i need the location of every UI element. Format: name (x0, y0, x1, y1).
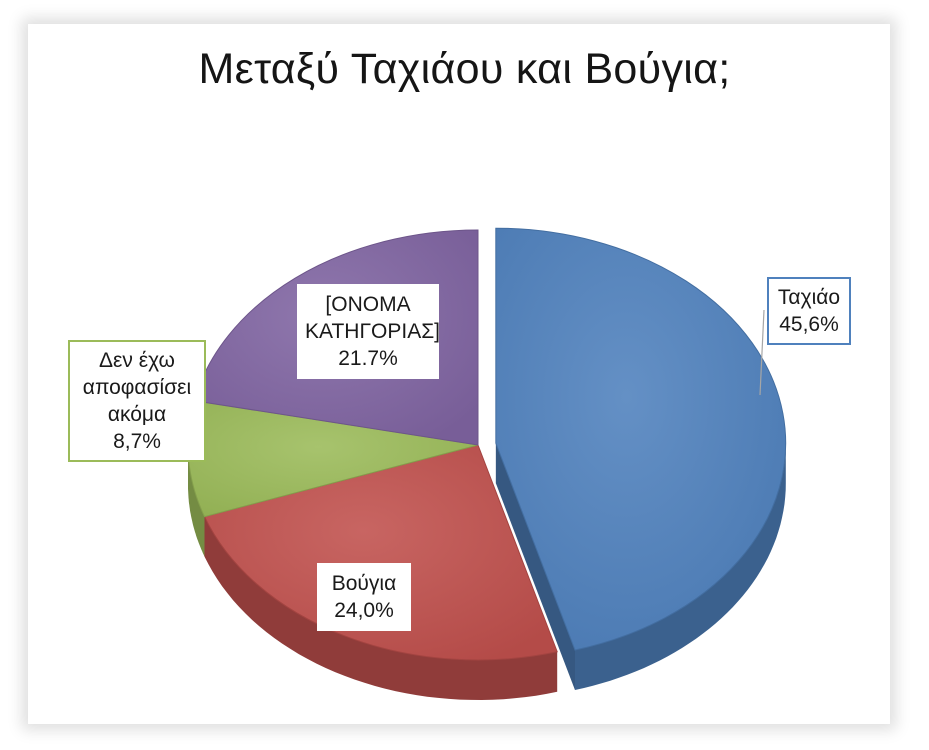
chart-title: Μεταξύ Ταχιάου και Βούγια; (198, 45, 731, 93)
pie-slice-side-0 (575, 443, 786, 690)
data-label-vougia-value: 24,0% (334, 599, 394, 622)
pie-slice-βούγια (203, 444, 558, 661)
data-label-vougia-name: Βούγια (331, 572, 397, 595)
data-label-tachiao-value: 45,6% (779, 313, 839, 336)
data-label-tachiao-name: Ταχιάο (777, 286, 841, 309)
data-label-undecided-value: 8,7% (113, 430, 161, 453)
data-label-category-line1: [ΟΝΟΜΑ (325, 293, 411, 316)
data-label-category-value: 21.7% (338, 347, 398, 370)
leader-line-tachiao (759, 309, 765, 396)
data-label-undecided: Δεν έχω αποφασίσει ακόμα 8,7% (68, 340, 206, 462)
data-label-vougia: Βούγια 24,0% (317, 563, 411, 631)
pie-slice-cut-0-1 (495, 443, 575, 690)
data-label-category-line2: ΚΑΤΗΓΟΡΙΑΣ] (305, 320, 441, 343)
pie-slice-side-1 (204, 516, 558, 700)
data-label-undecided-line2: αποφασίσει (82, 376, 192, 399)
pie-slice-ταχιάο (495, 227, 787, 651)
data-label-undecided-line3: ακόμα (107, 403, 167, 426)
data-label-undecided-line1: Δεν έχω (99, 349, 175, 372)
data-label-tachiao: Ταχιάο 45,6% (767, 277, 851, 345)
data-label-category: [ΟΝΟΜΑ ΚΑΤΗΓΟΡΙΑΣ] 21.7% (297, 284, 441, 379)
pie-slice-side-2 (188, 445, 205, 557)
